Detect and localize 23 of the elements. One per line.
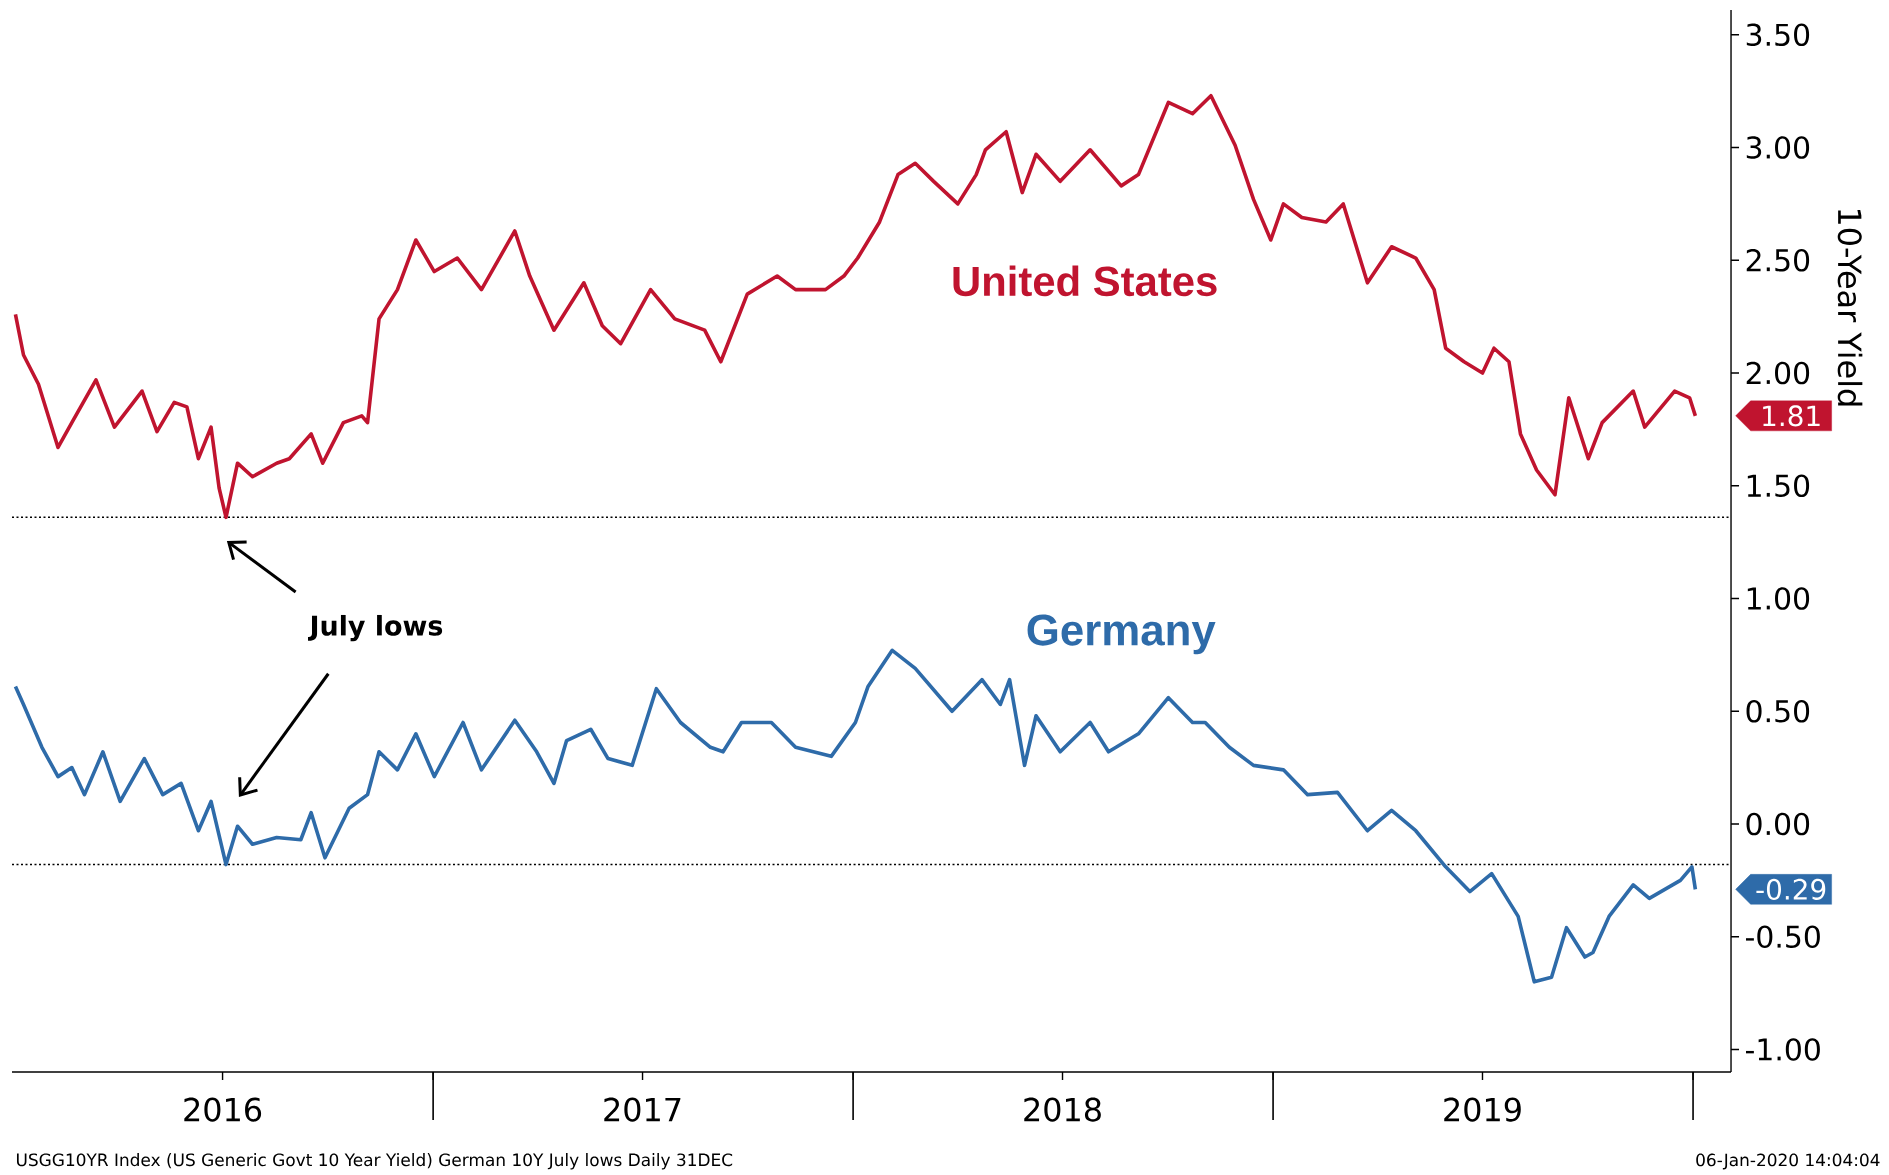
x-tick-label: 2017 (604, 1097, 681, 1122)
y-tick-label: 2.00 (1746, 361, 1810, 385)
annotation: -0.29 (1756, 878, 1826, 900)
annotation: July lows (308, 614, 443, 642)
y-axis-title: 10-Year Yield (1837, 209, 1863, 406)
line-series (13, 93, 1698, 520)
y-tick-label: 1.00 (1747, 587, 1810, 610)
y-tick-label: 3.50 (1746, 23, 1810, 47)
text: USGG10YR Index (US Generic Govt 10 Year Yield) German 10Y July lows Daily 31DEC (16, 1153, 733, 1170)
y-tick-label: -1.00 (1746, 1038, 1820, 1061)
series-label: United States (953, 265, 1217, 297)
y-tick-label: 3.00 (1746, 136, 1810, 159)
y-tick-label: 0.00 (1746, 812, 1810, 836)
y-tick-label: 1.50 (1747, 474, 1810, 498)
y-tick-label: 2.50 (1746, 248, 1810, 272)
annotation: 1.81 (1763, 405, 1820, 427)
x-tick-label: 2016 (184, 1097, 262, 1122)
y-tick-label: 0.50 (1746, 699, 1810, 723)
series-label: Germany (1027, 614, 1216, 655)
x-tick-label: 2018 (1024, 1097, 1101, 1122)
text: 06-Jan-2020 14:04:04 (1696, 1153, 1880, 1170)
x-tick-label: 2019 (1444, 1097, 1521, 1122)
y-tick-label: -0.50 (1746, 925, 1820, 949)
